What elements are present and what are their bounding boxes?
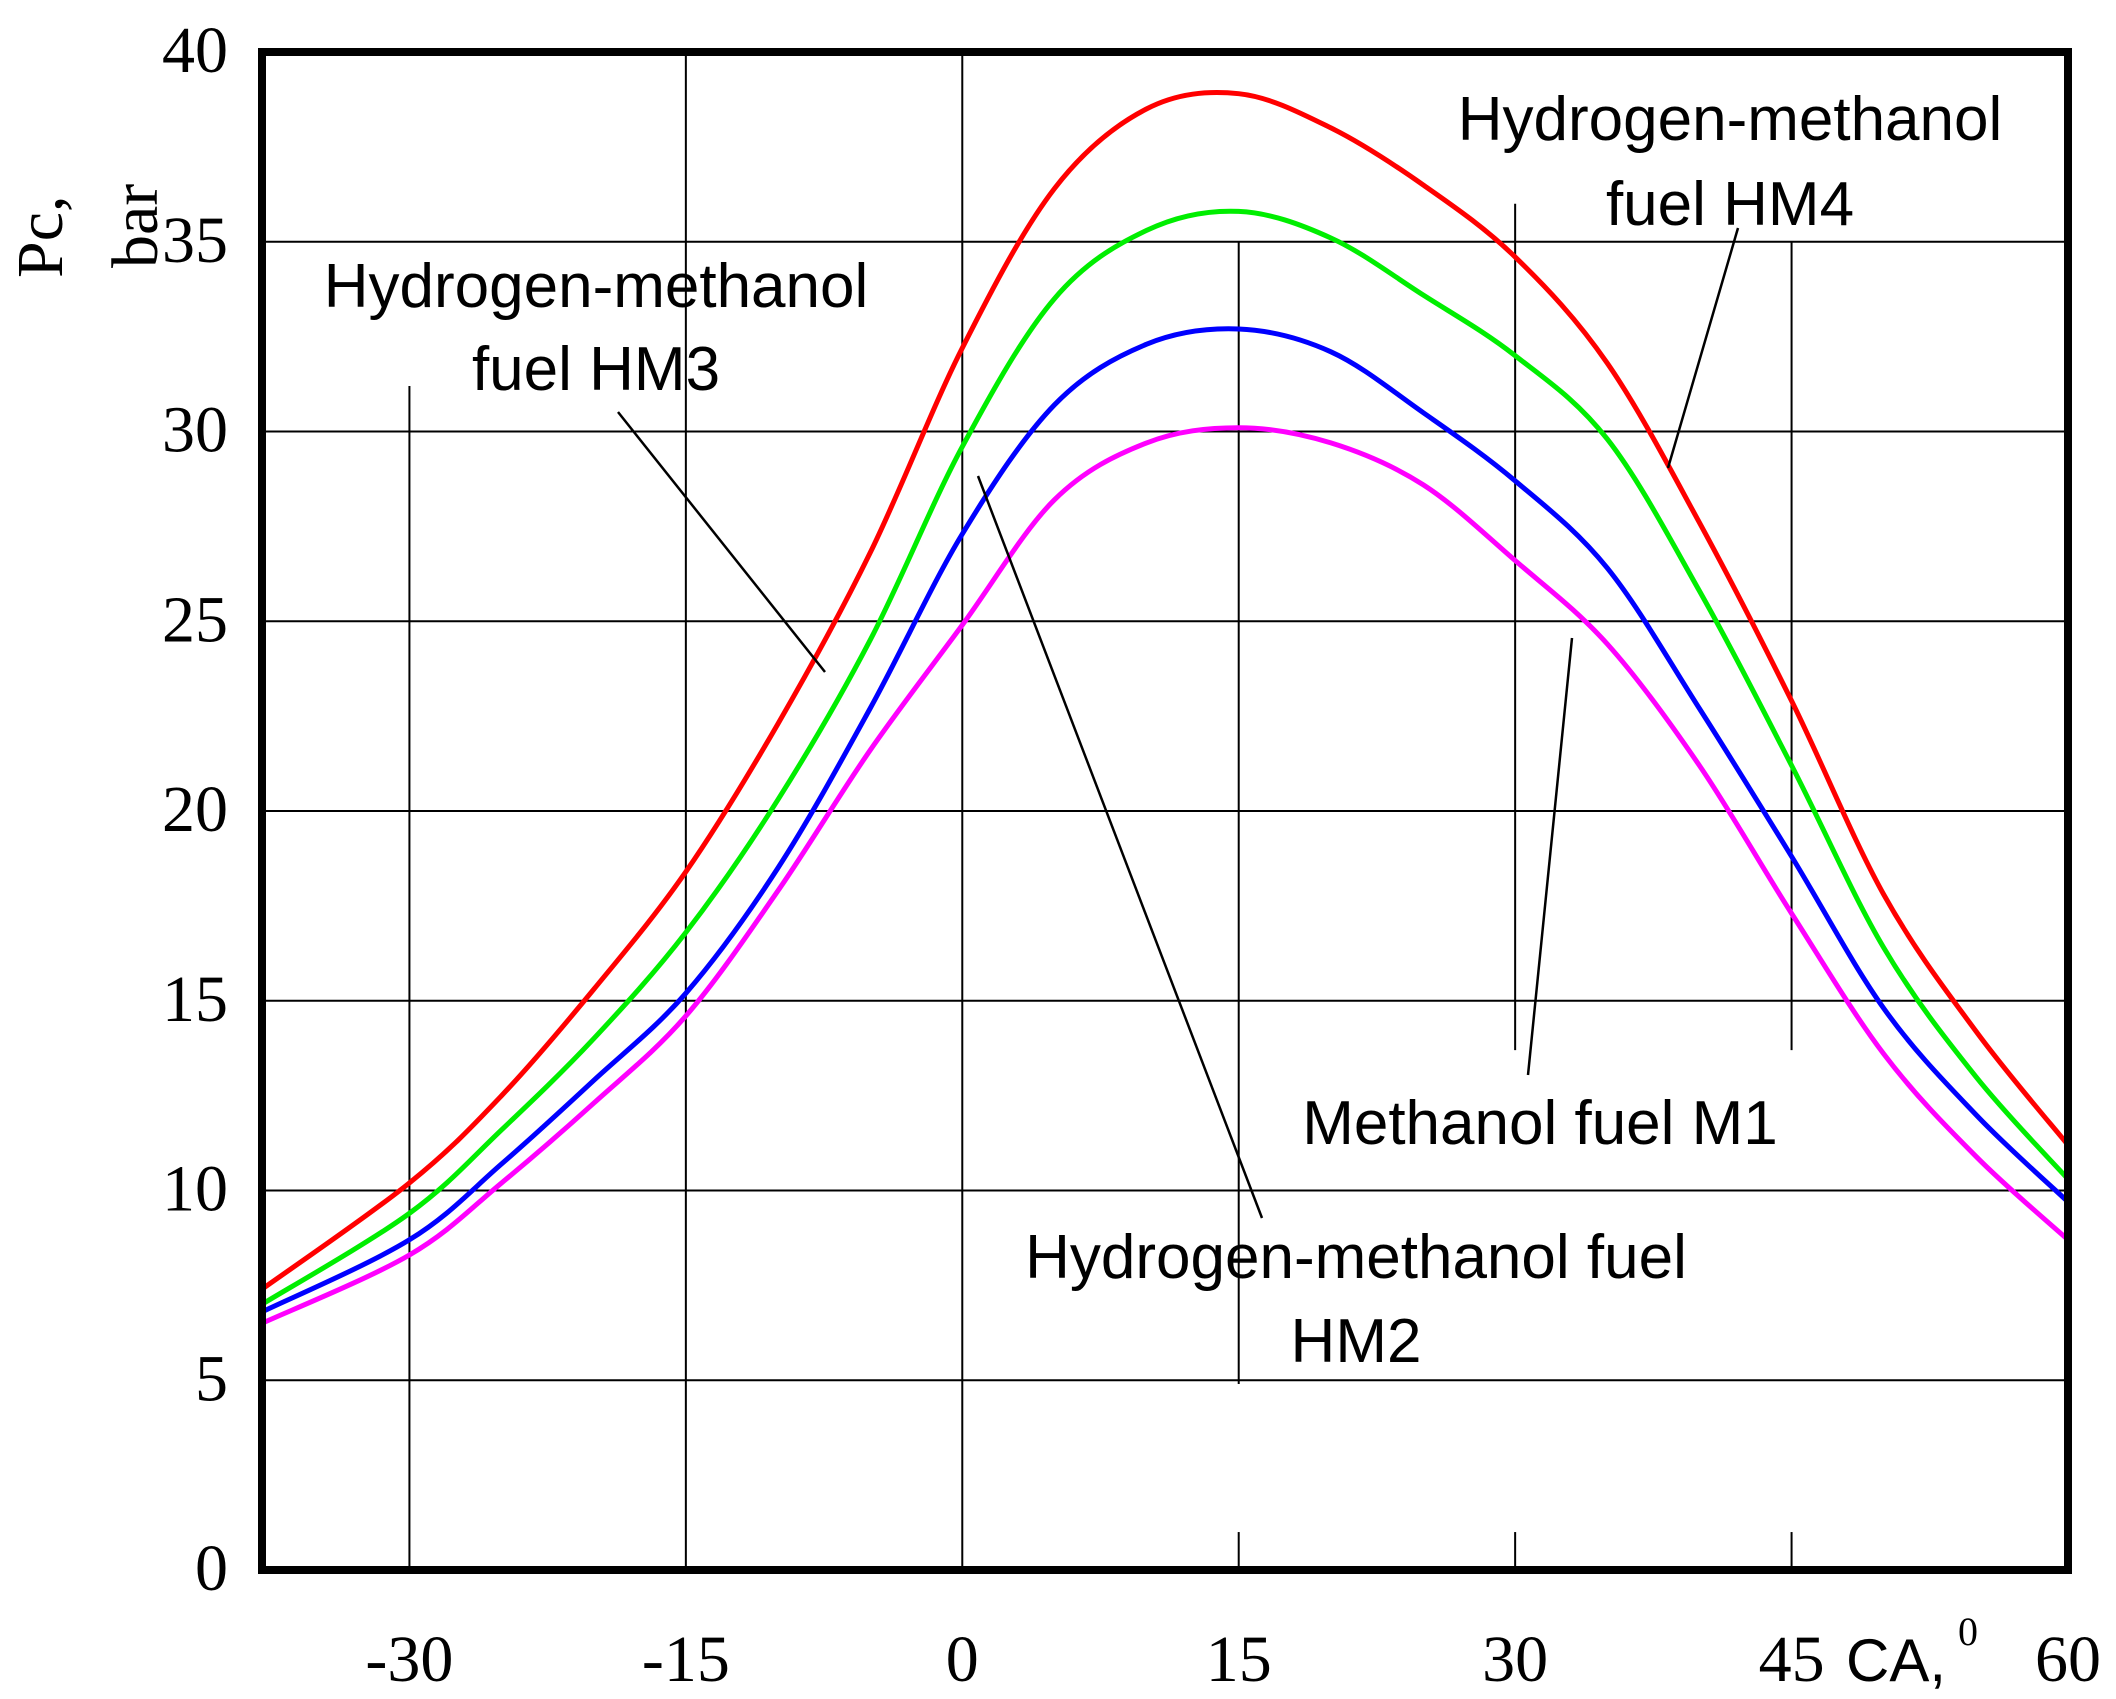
x-tick-label-60: 60 [2035,1623,2101,1696]
annotation-hm4-line2: fuel HM4 [1606,170,1854,239]
x-tick-label-15: 15 [1206,1623,1272,1696]
leader-hm2 [976,475,1264,1219]
y-tick-label-25: 25 [162,583,228,656]
annotation-hm3: Hydrogen-methanol fuel HM3 [324,252,869,404]
leader-hm4 [1666,227,1740,469]
annotation-hm3-line1: Hydrogen-methanol [324,252,869,321]
leader-hm3 [617,411,826,673]
x-axis-degree-superscript: 0 [1958,1609,1978,1654]
y-tick-label-0: 0 [195,1532,228,1605]
y-tick-label-15: 15 [162,963,228,1036]
series-line-hydrogen-methanol-fuel-hm3 [259,208,2071,1307]
series-line-hydrogen-methanol-fuel-hm2 [259,326,2071,1315]
grid [262,52,2068,1570]
series-line-methanol-fuel-m1 [259,425,2071,1326]
annotation-hm4-line1: Hydrogen-methanol [1458,85,2003,154]
x-tick-label-minus-15: -15 [642,1623,730,1696]
y-tick-label-30: 30 [162,394,228,467]
y-tick-label-20: 20 [162,773,228,846]
y-tick-label-35: 35 [162,204,228,277]
y-axis-label: Pc, [4,196,77,279]
annotation-hm2-line1: Hydrogen-methanol fuel [1025,1223,1687,1292]
y-tick-label-10: 10 [162,1153,228,1226]
x-axis-label: CA, [1846,1627,1946,1694]
x-tick-label-minus-30: -30 [365,1623,453,1696]
y-axis-tick-labels: 0 5 10 15 20 25 30 35 40 [162,14,228,1605]
series-line-hydrogen-methanol-fuel-hm4 [259,90,2071,1292]
x-tick-label-0: 0 [946,1623,979,1696]
y-axis-title: Pc, bar [4,184,172,278]
y-tick-label-5: 5 [195,1342,228,1415]
y-tick-label-40: 40 [162,14,228,87]
annotation-m1: Methanol fuel M1 [1302,1089,1778,1158]
annotation-hm2-line2: HM2 [1291,1307,1422,1376]
annotation-hm4: Hydrogen-methanol fuel HM4 [1458,85,2003,239]
x-axis-tick-labels: -30 -15 0 15 30 45 60 [365,1623,2101,1696]
plot-frame [258,48,2072,1574]
annotation-hm2: Hydrogen-methanol fuel HM2 [1025,1223,1687,1376]
annotation-hm3-line2: fuel HM3 [472,335,720,404]
annotation-m1-line1: Methanol fuel M1 [1302,1089,1778,1158]
x-axis-title: CA, 0 [1846,1609,1978,1694]
series-layer [259,90,2071,1326]
y-axis-unit: bar [99,184,172,268]
x-tick-label-45: 45 [1759,1623,1825,1696]
leader-m1 [1526,637,1574,1076]
x-tick-label-30: 30 [1482,1623,1548,1696]
annotation-leaders [617,227,1740,1219]
